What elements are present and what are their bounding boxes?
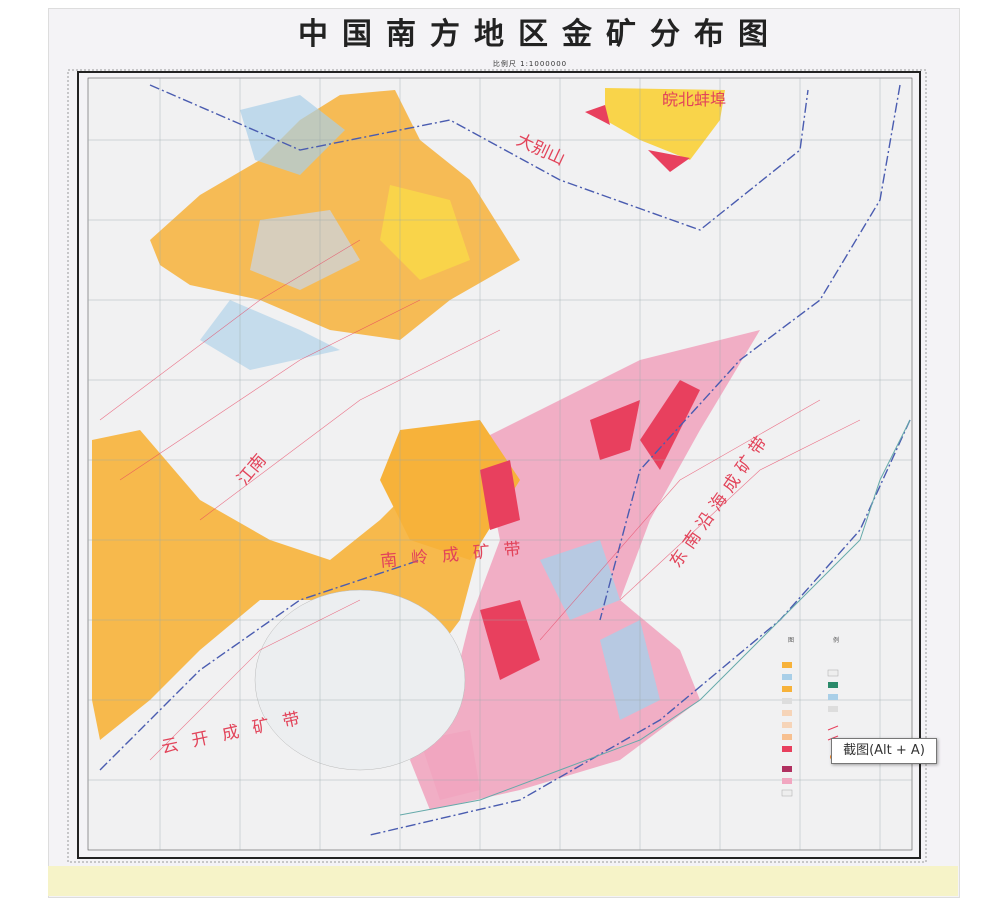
red-granite xyxy=(590,400,640,460)
yellow-zone-bengbu xyxy=(605,88,725,160)
blue-zone xyxy=(600,620,660,720)
gray-zone xyxy=(250,210,360,290)
fault-lines xyxy=(99,239,861,761)
orange-zone-central xyxy=(380,420,520,560)
coastline xyxy=(399,419,911,816)
red-zone xyxy=(585,105,610,125)
red-zone xyxy=(648,150,690,172)
yellow-zone xyxy=(380,185,470,280)
graticule xyxy=(88,78,912,850)
blue-zone xyxy=(240,95,345,175)
orange-zone-northwest xyxy=(150,90,520,340)
legend-title: 例 xyxy=(833,637,840,644)
belt-boundaries xyxy=(99,84,911,836)
legend-title: 图 xyxy=(788,637,795,644)
screenshot-tooltip: 截图(Alt + A) xyxy=(831,738,937,764)
legend-swatches xyxy=(781,662,839,797)
blue-zone xyxy=(200,300,340,370)
region-label: 皖北蚌埠 xyxy=(662,90,727,109)
map-scale: 比例尺 1:1000000 xyxy=(492,60,568,68)
red-granite xyxy=(480,460,520,530)
outer-frame xyxy=(67,69,927,863)
map-bottom-margin xyxy=(48,866,958,896)
sw-white-area xyxy=(254,589,466,771)
pink-zone xyxy=(420,730,480,800)
map-title: 中国南方地区金矿分布图 xyxy=(298,17,782,52)
neatline xyxy=(77,71,921,859)
red-granite xyxy=(640,380,700,470)
